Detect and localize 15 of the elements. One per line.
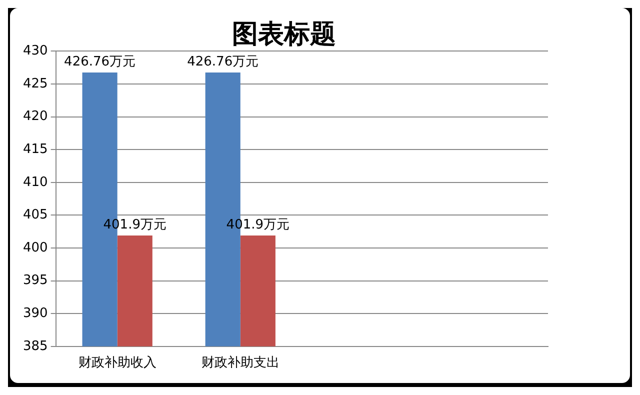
y-tick-label: 400 bbox=[22, 240, 48, 256]
y-tick-label: 385 bbox=[22, 338, 48, 354]
y-tick-label: 390 bbox=[22, 306, 48, 321]
y-tick-label: 425 bbox=[22, 76, 48, 92]
y-tick-label: 415 bbox=[22, 142, 48, 157]
y-tick-label: 405 bbox=[22, 208, 48, 223]
x-tick-label: 财政补助收入 bbox=[78, 356, 156, 371]
data-label: 426.76万元 bbox=[187, 54, 259, 70]
chart-title: 图表标题 bbox=[232, 19, 336, 50]
data-label: 426.76万元 bbox=[64, 54, 136, 70]
y-tick-label: 420 bbox=[22, 109, 48, 124]
y-tick-label: 395 bbox=[22, 273, 48, 288]
y-tick-label: 410 bbox=[22, 174, 48, 190]
y-tick-label: 430 bbox=[22, 44, 48, 59]
x-tick-label: 财政补助支出 bbox=[201, 356, 280, 371]
